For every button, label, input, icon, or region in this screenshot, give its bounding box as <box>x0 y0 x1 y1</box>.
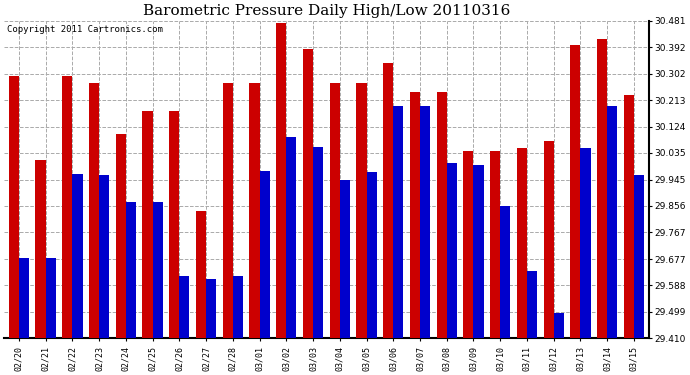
Bar <box>339 180 350 338</box>
Bar <box>196 211 206 338</box>
Bar <box>463 152 473 338</box>
Bar <box>249 83 259 338</box>
Bar <box>330 83 339 338</box>
Bar <box>276 23 286 338</box>
Bar <box>206 279 216 338</box>
Bar <box>544 141 553 338</box>
Bar <box>62 76 72 338</box>
Bar <box>303 49 313 338</box>
Bar <box>624 95 634 338</box>
Bar <box>223 83 233 338</box>
Bar <box>553 313 564 338</box>
Bar <box>35 160 46 338</box>
Bar <box>72 174 83 338</box>
Bar <box>383 63 393 338</box>
Bar <box>233 276 243 338</box>
Bar <box>580 148 591 338</box>
Bar <box>420 105 430 338</box>
Bar <box>597 39 607 338</box>
Bar <box>607 105 618 338</box>
Bar <box>169 111 179 338</box>
Bar <box>446 163 457 338</box>
Bar <box>142 111 152 338</box>
Bar <box>571 45 580 338</box>
Bar <box>46 258 56 338</box>
Bar <box>634 175 644 338</box>
Bar <box>437 92 446 338</box>
Bar <box>152 202 163 338</box>
Bar <box>356 83 366 338</box>
Title: Barometric Pressure Daily High/Low 20110316: Barometric Pressure Daily High/Low 20110… <box>143 4 510 18</box>
Bar <box>259 171 270 338</box>
Text: Copyright 2011 Cartronics.com: Copyright 2011 Cartronics.com <box>8 26 164 34</box>
Bar <box>527 272 537 338</box>
Bar <box>99 175 109 338</box>
Bar <box>286 136 297 338</box>
Bar <box>410 92 420 338</box>
Bar <box>19 258 29 338</box>
Bar <box>179 276 190 338</box>
Bar <box>313 147 323 338</box>
Bar <box>126 202 136 338</box>
Bar <box>9 76 19 338</box>
Bar <box>116 134 126 338</box>
Bar <box>366 172 377 338</box>
Bar <box>89 83 99 338</box>
Bar <box>473 165 484 338</box>
Bar <box>393 105 404 338</box>
Bar <box>490 152 500 338</box>
Bar <box>500 206 511 338</box>
Bar <box>517 148 527 338</box>
